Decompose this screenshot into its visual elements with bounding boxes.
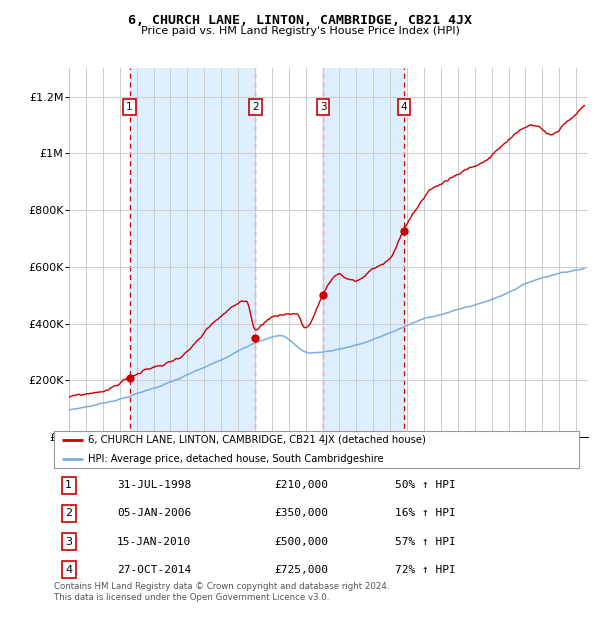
Text: 3: 3 [320, 102, 326, 112]
Text: 72% ↑ HPI: 72% ↑ HPI [395, 565, 456, 575]
Text: 57% ↑ HPI: 57% ↑ HPI [395, 537, 456, 547]
Text: HPI: Average price, detached house, South Cambridgeshire: HPI: Average price, detached house, Sout… [88, 454, 384, 464]
Text: 6, CHURCH LANE, LINTON, CAMBRIDGE, CB21 4JX: 6, CHURCH LANE, LINTON, CAMBRIDGE, CB21 … [128, 14, 472, 27]
Text: 3: 3 [65, 537, 72, 547]
Text: 50% ↑ HPI: 50% ↑ HPI [395, 480, 456, 490]
Text: 4: 4 [65, 565, 72, 575]
Text: £725,000: £725,000 [275, 565, 329, 575]
Text: 1: 1 [65, 480, 72, 490]
Text: £500,000: £500,000 [275, 537, 329, 547]
Text: £210,000: £210,000 [275, 480, 329, 490]
Text: 4: 4 [401, 102, 407, 112]
Text: 16% ↑ HPI: 16% ↑ HPI [395, 508, 456, 518]
Text: 2: 2 [252, 102, 259, 112]
Text: 05-JAN-2006: 05-JAN-2006 [117, 508, 191, 518]
Text: 1: 1 [126, 102, 133, 112]
Bar [130, 68, 255, 437]
Text: Contains HM Land Registry data © Crown copyright and database right 2024.: Contains HM Land Registry data © Crown c… [54, 582, 389, 591]
Text: 6, CHURCH LANE, LINTON, CAMBRIDGE, CB21 4JX (detached house): 6, CHURCH LANE, LINTON, CAMBRIDGE, CB21 … [88, 435, 426, 445]
Text: Price paid vs. HM Land Registry's House Price Index (HPI): Price paid vs. HM Land Registry's House … [140, 26, 460, 36]
Text: 31-JUL-1998: 31-JUL-1998 [117, 480, 191, 490]
Text: This data is licensed under the Open Government Licence v3.0.: This data is licensed under the Open Gov… [54, 593, 329, 602]
Text: £350,000: £350,000 [275, 508, 329, 518]
Text: 2: 2 [65, 508, 72, 518]
Text: 27-OCT-2014: 27-OCT-2014 [117, 565, 191, 575]
Bar [323, 68, 404, 437]
Text: 15-JAN-2010: 15-JAN-2010 [117, 537, 191, 547]
